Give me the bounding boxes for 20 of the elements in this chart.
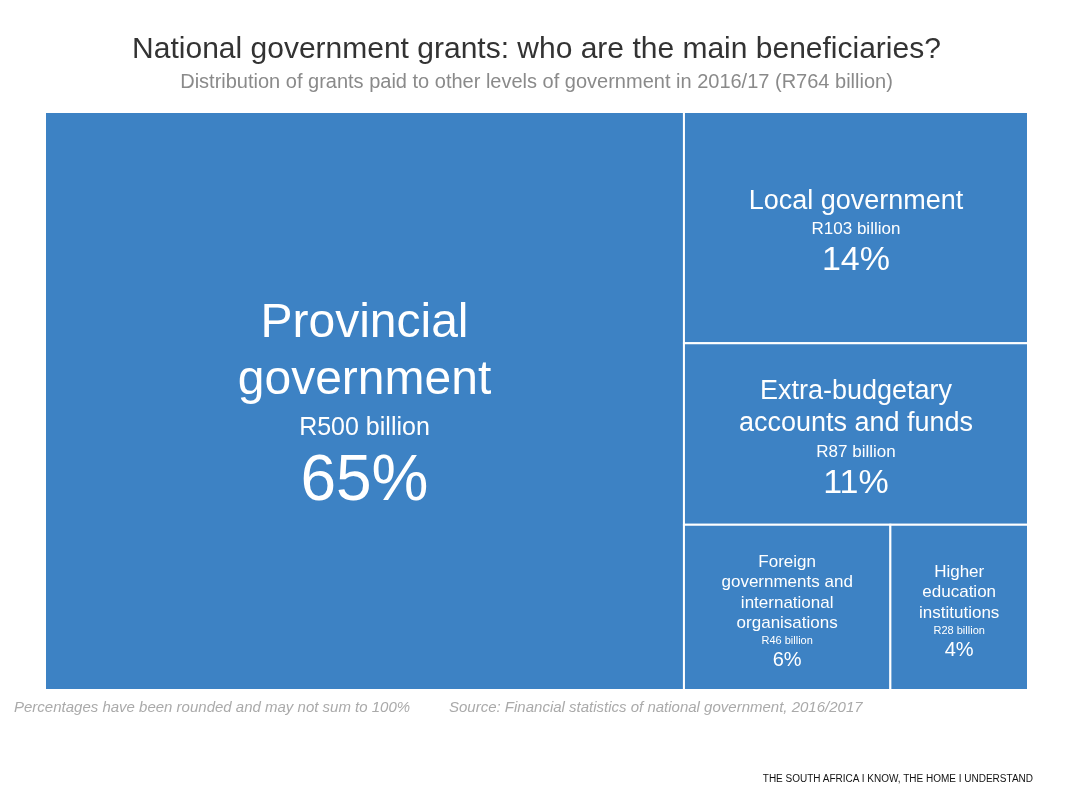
text: R46 billion [761, 634, 813, 647]
text: R28 billion [933, 624, 985, 637]
category-label: Provincial government [237, 293, 492, 405]
data-label: 14% [821, 239, 891, 278]
data-label: 11% [823, 461, 889, 500]
data-label: 6% [772, 648, 802, 671]
data-label: 4% [944, 638, 974, 660]
text: Percentages have been rounded and may not sum to 100% [14, 698, 411, 715]
category-label: Local government [748, 184, 964, 215]
text: Distribution of grants paid to other levels of government in 2016/17 (R764 billion) [180, 70, 893, 92]
category-label: Higher education institutions [919, 562, 1000, 622]
data-label: 65% [300, 441, 429, 514]
category-label: Extra-budgetary accounts and funds [738, 374, 974, 438]
source-note: Source: Financial statistics of national government, 2016/2017 [449, 698, 864, 715]
text: THE SOUTH AFRICA I KNOW, THE HOME I UNDERSTAND [762, 773, 1033, 784]
text: National government grants: who are the main beneficiaries? [132, 31, 941, 64]
text: R103 billion [811, 219, 901, 239]
category-label: Foreign governments and international organisations [721, 551, 853, 633]
text: R87 billion [816, 441, 896, 461]
text: R500 billion [299, 412, 430, 441]
